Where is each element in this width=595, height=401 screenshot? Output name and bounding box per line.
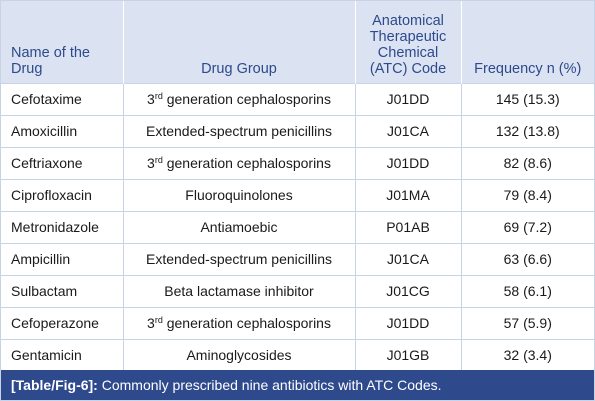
cell-frequency: 63 (6.6)	[461, 242, 594, 275]
cell-atc-code: J01CA	[355, 114, 462, 147]
figure-caption: [Table/Fig-6]: Commonly prescribed nine …	[1, 370, 594, 400]
cell-atc-code: P01AB	[355, 210, 462, 243]
table-row: Cefotaxime 3rd generation cephalosporins J…	[1, 82, 594, 115]
table-row: Metronidazole Antiamoebic P01AB 69 (7.2)	[1, 210, 594, 243]
cell-drug-group: Beta lactamase inhibitor	[123, 274, 356, 307]
cell-frequency: 69 (7.2)	[461, 210, 594, 243]
header-row: Name of the Drug Drug Group Anatomical T…	[1, 1, 594, 83]
header-frequency: Frequency n (%)	[461, 1, 594, 83]
cell-atc-code: J01DD	[355, 306, 462, 339]
cell-drug-name: Gentamicin	[1, 338, 124, 371]
group-text: generation cephalosporins	[166, 91, 331, 107]
group-ordinal-suffix: rd	[154, 155, 163, 165]
cell-atc-code: J01CA	[355, 242, 462, 275]
cell-drug-group: Antiamoebic	[123, 210, 356, 243]
group-text: Beta lactamase inhibitor	[164, 283, 314, 299]
table-row: Ampicillin Extended-spectrum penicillins J…	[1, 242, 594, 275]
cell-atc-code: J01GB	[355, 338, 462, 371]
table-row: Sulbactam Beta lactamase inhibitor J01CG 58…	[1, 274, 594, 307]
cell-drug-name: Sulbactam	[1, 274, 124, 307]
cell-frequency: 79 (8.4)	[461, 178, 594, 211]
cell-drug-group: 3rd generation cephalosporins	[123, 306, 356, 339]
table-row: Amoxicillin Extended-spectrum penicillins…	[1, 114, 594, 147]
cell-frequency: 58 (6.1)	[461, 274, 594, 307]
cell-atc-code: J01DD	[355, 146, 462, 179]
header-atc-code: Anatomical Therapeutic Chemical (ATC) Co…	[355, 1, 462, 83]
cell-drug-name: Ampicillin	[1, 242, 124, 275]
group-ordinal-number: 3	[147, 315, 155, 331]
header-drug-group: Drug Group	[123, 1, 356, 83]
caption-text: Commonly prescribed nine antibiotics wit…	[101, 377, 442, 393]
header-drug-name: Name of the Drug	[1, 1, 124, 83]
group-text: Antiamoebic	[200, 219, 278, 235]
cell-drug-group: Aminoglycosides	[123, 338, 356, 371]
cell-drug-group: Extended-spectrum penicillins	[123, 114, 356, 147]
cell-atc-code: J01DD	[355, 82, 462, 115]
group-ordinal-number: 3	[147, 155, 155, 171]
cell-atc-code: J01CG	[355, 274, 462, 307]
table-body: Cefotaxime 3rd generation cephalosporins J…	[1, 82, 594, 371]
group-ordinal-number: 3	[147, 91, 155, 107]
group-text: Aminoglycosides	[186, 347, 292, 364]
table-row: Ciprofloxacin Fluoroquinolones J01MA 79 (8.…	[1, 178, 594, 211]
cell-drug-name: Cefotaxime	[1, 82, 124, 115]
group-text: generation cephalosporins	[166, 315, 331, 331]
group-ordinal-suffix: rd	[154, 315, 163, 325]
cell-frequency: 145 (15.3)	[461, 82, 594, 115]
cell-drug-name: Metronidazole	[1, 210, 124, 243]
cell-drug-group: Fluoroquinolones	[123, 178, 356, 211]
cell-frequency: 32 (3.4)	[461, 338, 594, 371]
group-text: Extended-spectrum penicillins	[146, 123, 332, 139]
group-text: Extended-spectrum penicillins	[146, 251, 332, 267]
table-row: Ceftriaxone 3rd generation cephalosporins…	[1, 146, 594, 179]
cell-drug-group: 3rd generation cephalosporins	[123, 82, 356, 115]
group-ordinal-suffix: rd	[154, 91, 163, 101]
group-text: generation cephalosporins	[166, 155, 331, 171]
cell-drug-name: Cefoperazone	[1, 306, 124, 339]
table-header: Name of the Drug Drug Group Anatomical T…	[1, 1, 594, 83]
cell-drug-name: Ceftriaxone	[1, 146, 124, 179]
cell-drug-group: 3rd generation cephalosporins	[123, 146, 356, 179]
cell-drug-name: Amoxicillin	[1, 114, 124, 147]
table-row: Gentamicin Aminoglycosides J01GB 32 (3.4)	[1, 338, 594, 371]
cell-drug-group: Extended-spectrum penicillins	[123, 242, 356, 275]
cell-drug-name: Ciprofloxacin	[1, 178, 124, 211]
group-text: Fluoroquinolones	[185, 187, 293, 203]
cell-frequency: 57 (5.9)	[461, 306, 594, 339]
caption-label: [Table/Fig-6]:	[11, 377, 98, 393]
cell-atc-code: J01MA	[355, 178, 462, 211]
table-row: Cefoperazone 3rd generation cephalosporin…	[1, 306, 594, 339]
cell-frequency: 82 (8.6)	[461, 146, 594, 179]
antibiotics-table: Name of the Drug Drug Group Anatomical T…	[1, 1, 594, 371]
cell-frequency: 132 (13.8)	[461, 114, 594, 147]
